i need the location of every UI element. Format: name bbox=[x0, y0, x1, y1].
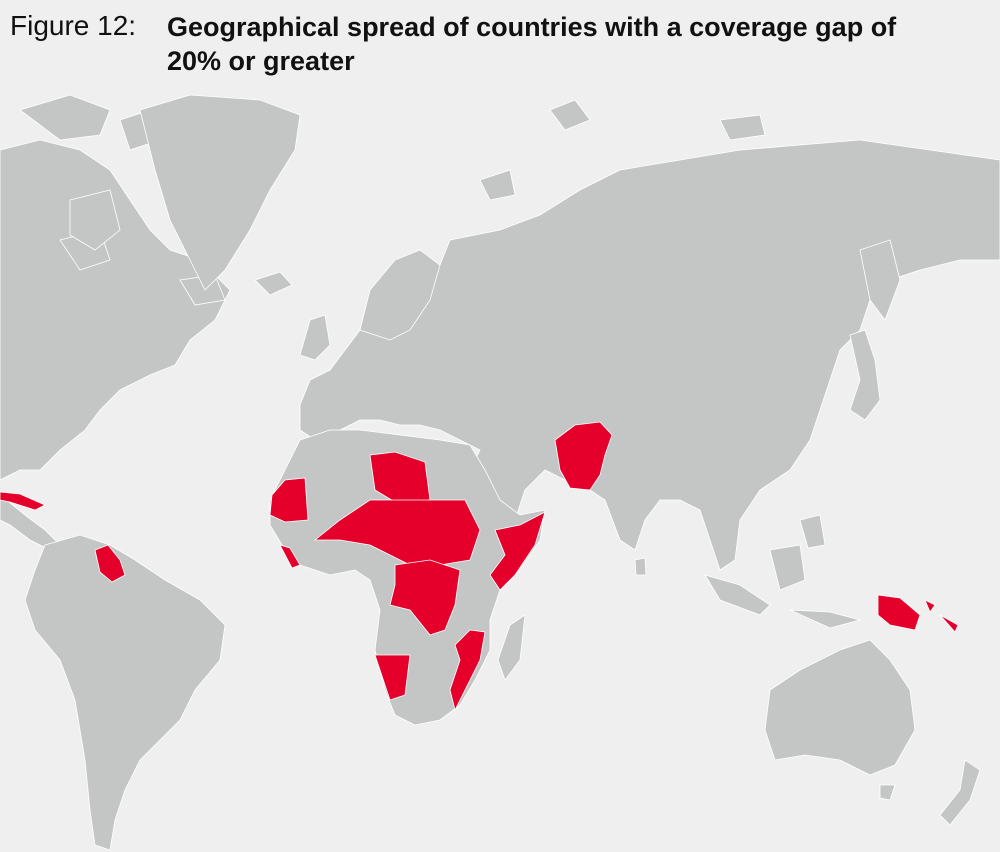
highlight-afghanistan-pakistan bbox=[554, 421, 613, 491]
figure-label: Figure 12: bbox=[10, 10, 137, 41]
sri-lanka bbox=[634, 557, 647, 576]
tasmania bbox=[879, 784, 896, 801]
hudson-area bbox=[69, 189, 121, 251]
madagascar bbox=[497, 614, 526, 681]
british-isles bbox=[299, 314, 331, 361]
highlight-mauritania bbox=[269, 477, 309, 523]
highlight-somalia bbox=[489, 511, 546, 591]
australia bbox=[764, 639, 916, 776]
scandinavia bbox=[359, 249, 441, 341]
south-america bbox=[24, 534, 226, 851]
japan bbox=[849, 329, 881, 421]
north-america bbox=[0, 139, 231, 481]
highlight-guyana bbox=[94, 544, 126, 583]
iceland bbox=[254, 271, 293, 296]
arctic-russia bbox=[479, 99, 766, 201]
southeast-asia-islands bbox=[704, 514, 862, 629]
highlight-congo bbox=[389, 559, 461, 636]
figure-title: Geographical spread of countries with a … bbox=[167, 12, 897, 76]
highlight-namibia bbox=[374, 654, 411, 701]
highlight-cuba bbox=[0, 491, 46, 511]
highlight-papua-new-guinea bbox=[877, 594, 959, 633]
highlight-mozambique bbox=[449, 629, 486, 712]
highlight-sahel bbox=[313, 499, 481, 566]
highlight-west-coast bbox=[279, 544, 301, 569]
new-zealand bbox=[939, 759, 981, 826]
greenland bbox=[139, 94, 301, 291]
kamchatka bbox=[859, 239, 901, 321]
